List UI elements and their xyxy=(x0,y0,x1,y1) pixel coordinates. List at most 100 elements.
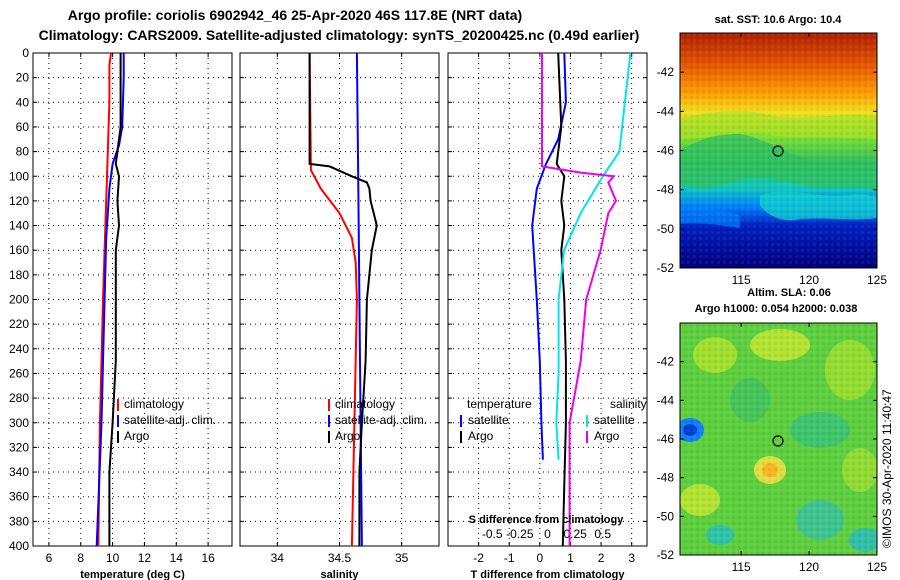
salinity-x-tick-label: 35 xyxy=(395,551,409,565)
difference-axes-frame xyxy=(447,52,648,547)
sst-lon-tick-label: 125 xyxy=(867,273,887,287)
depth-tick-label: 100 xyxy=(9,169,29,183)
depth-tick-label: 120 xyxy=(9,194,29,208)
difference-legend: temperature salinity satellite Argo sate… xyxy=(460,397,647,443)
difference-series-s-argo xyxy=(541,53,618,546)
salinity-series-satellite-adj-clim- xyxy=(355,52,363,547)
temperature-x-tick-label: 16 xyxy=(201,551,215,565)
sst-lon-tick-label: 120 xyxy=(799,273,819,287)
legend-label-satellite: satellite-adj. clim. xyxy=(124,413,216,427)
depth-tick-label: 380 xyxy=(9,514,29,528)
s-difference-tick-label: 0 xyxy=(544,527,551,541)
s-difference-axis-label: S difference from climatology xyxy=(469,514,625,526)
depth-tick-label: 320 xyxy=(9,440,29,454)
legend-label-s-argo: Argo xyxy=(594,429,620,443)
temperature-grid xyxy=(33,53,232,546)
temperature-x-tick-label: 12 xyxy=(138,551,152,565)
sla-lat-tick-label: -48 xyxy=(657,471,675,485)
depth-tick-label: 200 xyxy=(9,293,29,307)
depth-tick-label: 20 xyxy=(16,71,30,85)
depth-tick-label: 340 xyxy=(9,465,29,479)
sst-lat-tick-label: -52 xyxy=(657,261,675,275)
salinity-x-tick-label: 34 xyxy=(271,551,285,565)
sla-map: Altim. SLA: 0.06 Argo h1000: 0.054 h2000… xyxy=(657,287,888,574)
salinity-axes-frame xyxy=(239,52,440,547)
sla-map-subtitle: Argo h1000: 0.054 h2000: 0.038 xyxy=(695,303,858,315)
sla-lat-tick-label: -52 xyxy=(657,548,675,562)
salinity-x-tick-label: 34.5 xyxy=(328,551,352,565)
legend-title-temperature: temperature xyxy=(467,397,532,411)
sla-lat-tick-label: -46 xyxy=(657,432,675,446)
temperature-legend: climatology satellite-adj. clim. Argo xyxy=(117,397,216,443)
temperature-axes-frame xyxy=(32,52,233,547)
depth-tick-label: 80 xyxy=(16,145,30,159)
s-difference-tick-label: 0.5 xyxy=(594,527,611,541)
s-difference-tick-label: 0.25 xyxy=(563,527,587,541)
temperature-profile-panel: 0 20 40 60 80 100 120 140 160 180 200 220 240 260 280 3… xyxy=(9,46,233,580)
temperature-x-tick-label: 14 xyxy=(170,551,184,565)
depth-tick-label: 60 xyxy=(16,120,30,134)
salinity-series-argo xyxy=(308,53,378,546)
temperature-series-satellite-adj-clim- xyxy=(95,53,125,547)
temperature-x-tick-label: 10 xyxy=(106,551,120,565)
legend-title-salinity: salinity xyxy=(610,397,647,411)
depth-tick-label: 260 xyxy=(9,366,29,380)
s-difference-tick-label: -0.5 xyxy=(482,527,503,541)
sst-lat-tick-label: -48 xyxy=(657,183,675,197)
depth-tick-label: 0 xyxy=(22,46,29,60)
temperature-x-tick-label: 8 xyxy=(77,551,84,565)
difference-x-tick-label: 0 xyxy=(537,551,544,565)
sla-lat-tick-label: -42 xyxy=(657,355,675,369)
temperature-series-argo xyxy=(108,53,122,546)
temperature-x-tick-label: 6 xyxy=(46,551,53,565)
difference-x-axis-label: T difference from climatology xyxy=(470,569,625,580)
difference-x-tick-label: -1 xyxy=(504,551,515,565)
sla-lon-tick-label: 115 xyxy=(732,560,751,574)
difference-series-t-argo xyxy=(555,52,567,547)
sla-map-title: Altim. SLA: 0.06 xyxy=(747,287,831,299)
depth-tick-label: 280 xyxy=(9,391,29,405)
depth-tick-label: 360 xyxy=(9,490,29,504)
difference-x-tick-label: 1 xyxy=(567,551,574,565)
temperature-series-climatology xyxy=(97,52,112,547)
salinity-profile-panel: 34 34.5 35 salinity xyxy=(239,52,440,580)
title-line-1: Argo profile: coriolis 6902942_46 25-Apr… xyxy=(68,7,522,23)
sla-lat-tick-label: -50 xyxy=(657,509,675,523)
imos-credit: ©IMOS 30-Apr-2020 11:40:47 xyxy=(880,389,894,548)
legend-label-climatology: climatology xyxy=(335,397,395,411)
difference-x-tick-label: 3 xyxy=(628,551,635,565)
sst-lat-tick-label: -50 xyxy=(657,222,675,236)
difference-profile-panel: -2 -1 0 1 2 3-0.5 -0.25 0 0.25 0.5T difference fr… xyxy=(447,52,648,580)
sst-lat-tick-label: -44 xyxy=(657,104,675,118)
legend-label-climatology: climatology xyxy=(124,397,184,411)
salinity-series-climatology xyxy=(308,52,358,547)
salinity-grid xyxy=(240,53,439,546)
depth-tick-label: 220 xyxy=(9,317,29,331)
legend-label-argo: Argo xyxy=(124,429,150,443)
temperature-x-axis-label: temperature (deg C) xyxy=(80,569,185,580)
depth-tick-label: 180 xyxy=(9,268,29,282)
s-difference-tick-label: -0.25 xyxy=(506,527,534,541)
legend-label-argo: Argo xyxy=(335,429,361,443)
sst-lat-tick-label: -42 xyxy=(657,65,675,79)
sst-map-title: sat. SST: 10.6 Argo: 10.4 xyxy=(715,14,843,26)
depth-tick-label: 140 xyxy=(9,219,29,233)
sst-lat-tick-label: -46 xyxy=(657,144,675,158)
difference-x-tick-label: 2 xyxy=(598,551,605,565)
salinity-legend: climatology satellite-adj. clim. Argo xyxy=(328,397,427,443)
legend-label-s-satellite: satellite xyxy=(594,413,635,427)
argo-location-marker xyxy=(772,145,784,157)
title-line-2: Climatology: CARS2009. Satellite-adjuste… xyxy=(39,27,640,43)
depth-tick-label: 400 xyxy=(9,539,29,553)
depth-tick-label: 40 xyxy=(16,95,30,109)
legend-label-t-argo: Argo xyxy=(468,429,494,443)
salinity-x-axis-label: salinity xyxy=(321,569,360,580)
legend-label-t-satellite: satellite xyxy=(468,413,509,427)
sla-lat-tick-label: -44 xyxy=(657,393,675,407)
legend-label-satellite: satellite-adj. clim. xyxy=(335,413,427,427)
depth-tick-label: 160 xyxy=(9,243,29,257)
sla-lon-tick-label: 125 xyxy=(867,560,887,574)
depth-tick-label: 300 xyxy=(9,416,29,430)
sst-map: sat. SST: 10.6 Argo: 10.4 -42 -44 -46 -48 -5… xyxy=(657,14,888,287)
